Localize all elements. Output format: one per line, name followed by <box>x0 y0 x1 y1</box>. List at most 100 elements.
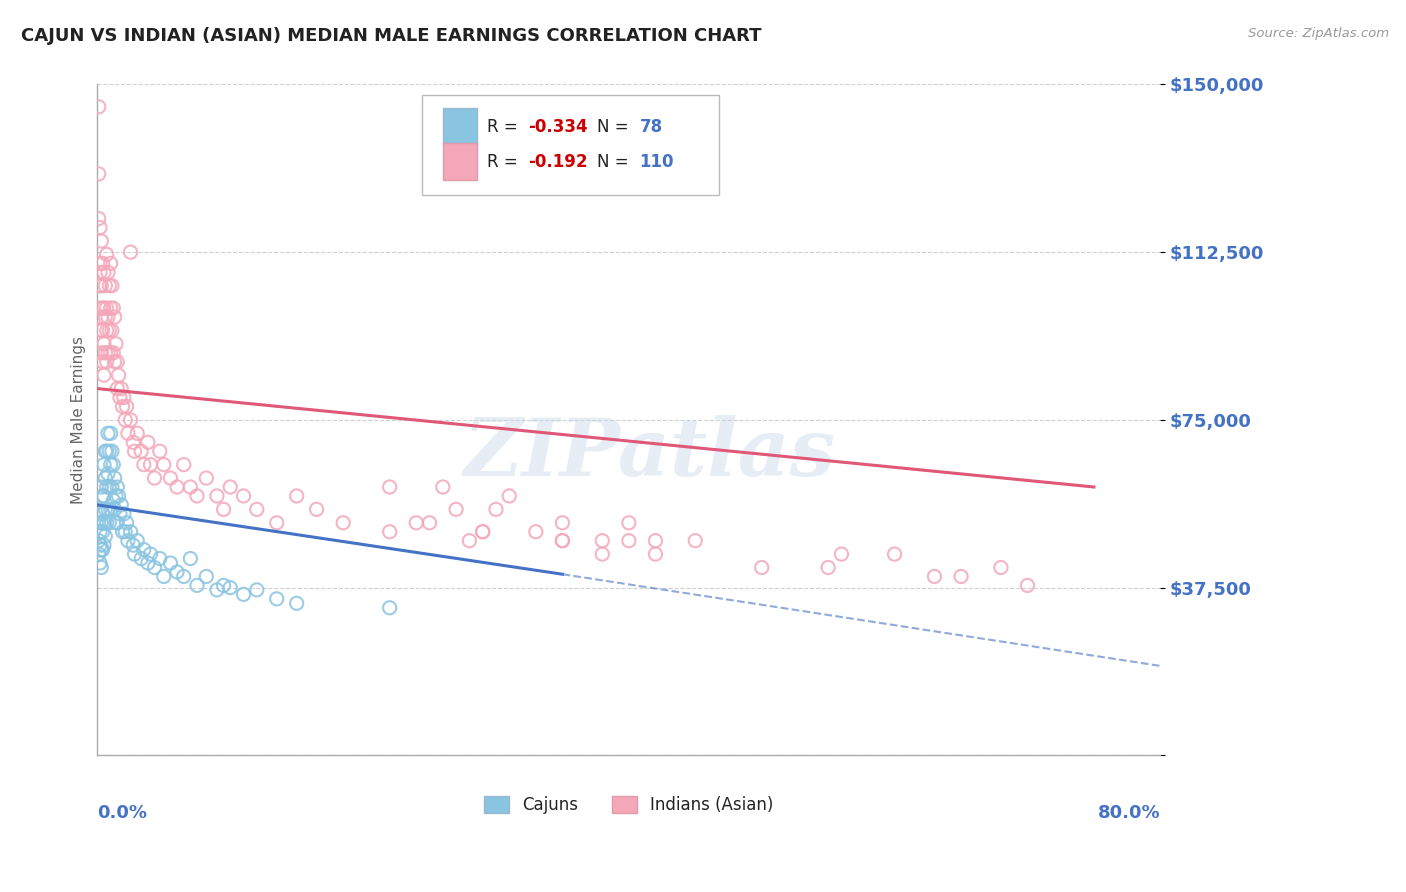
Point <box>591 547 613 561</box>
Point <box>246 582 269 597</box>
Point <box>817 560 839 574</box>
Point <box>644 533 666 548</box>
Point <box>90 278 112 293</box>
Point <box>883 547 905 561</box>
Point <box>246 502 269 516</box>
Point <box>93 458 115 472</box>
Point <box>195 471 218 485</box>
Point <box>101 444 124 458</box>
Point <box>90 310 112 324</box>
Point <box>96 247 118 261</box>
Point <box>94 346 117 360</box>
Point <box>90 234 112 248</box>
Point <box>485 502 508 516</box>
Bar <box>443 108 477 145</box>
Point <box>89 301 111 315</box>
Point <box>132 458 155 472</box>
Point <box>112 507 135 521</box>
Text: R =: R = <box>488 118 523 136</box>
Point <box>93 368 115 383</box>
Point <box>100 301 122 315</box>
Point <box>105 355 128 369</box>
Point <box>89 524 111 539</box>
Point <box>186 489 208 503</box>
Point <box>98 278 121 293</box>
Point <box>120 413 142 427</box>
Point <box>87 167 110 181</box>
Point <box>378 524 401 539</box>
Point <box>96 323 118 337</box>
Point <box>551 533 574 548</box>
Point <box>115 516 138 530</box>
Point <box>104 516 127 530</box>
Point <box>471 524 494 539</box>
Point <box>100 346 122 360</box>
Point <box>266 516 288 530</box>
Point <box>105 516 128 530</box>
Point <box>219 480 242 494</box>
Point <box>91 524 114 539</box>
Point <box>378 600 401 615</box>
Text: N =: N = <box>598 153 634 170</box>
Point <box>159 556 181 570</box>
Text: 0.0%: 0.0% <box>97 804 148 822</box>
Point <box>219 581 242 595</box>
Point <box>143 471 166 485</box>
FancyBboxPatch shape <box>422 95 720 195</box>
Point <box>101 323 124 337</box>
Point <box>89 502 111 516</box>
Point <box>89 538 111 552</box>
Point <box>179 480 201 494</box>
Point <box>103 346 125 360</box>
Point <box>136 556 159 570</box>
Point <box>103 493 125 508</box>
Bar <box>443 143 477 180</box>
Point <box>104 310 127 324</box>
Point <box>149 444 172 458</box>
Point <box>91 542 114 557</box>
Point <box>195 569 218 583</box>
Point <box>173 458 195 472</box>
Point <box>100 458 122 472</box>
Point <box>266 591 288 606</box>
Point <box>110 382 132 396</box>
Point <box>111 524 134 539</box>
Point <box>93 516 115 530</box>
Point <box>830 547 852 561</box>
Point <box>179 551 201 566</box>
Point <box>751 560 773 574</box>
Point <box>129 444 152 458</box>
Text: R =: R = <box>488 153 523 170</box>
Point <box>87 533 110 548</box>
Point <box>136 435 159 450</box>
Point <box>122 435 145 450</box>
Point <box>104 337 127 351</box>
Point <box>166 480 188 494</box>
Point <box>96 480 118 494</box>
Point <box>90 323 112 337</box>
Point <box>115 400 138 414</box>
Point <box>104 355 127 369</box>
Point <box>90 542 112 557</box>
Point <box>87 547 110 561</box>
Point <box>98 516 121 530</box>
Point <box>471 524 494 539</box>
Point <box>458 533 481 548</box>
Point <box>378 480 401 494</box>
Point <box>524 524 547 539</box>
Point <box>94 278 117 293</box>
Point <box>97 265 120 279</box>
Point <box>591 533 613 548</box>
Point <box>90 516 112 530</box>
Point <box>108 391 131 405</box>
Point <box>120 524 142 539</box>
Point <box>124 547 146 561</box>
Point <box>89 556 111 570</box>
Point <box>98 480 121 494</box>
Point <box>97 426 120 441</box>
Point <box>94 502 117 516</box>
Point <box>87 516 110 530</box>
Point <box>97 467 120 481</box>
Point <box>205 489 228 503</box>
Point <box>94 471 117 485</box>
